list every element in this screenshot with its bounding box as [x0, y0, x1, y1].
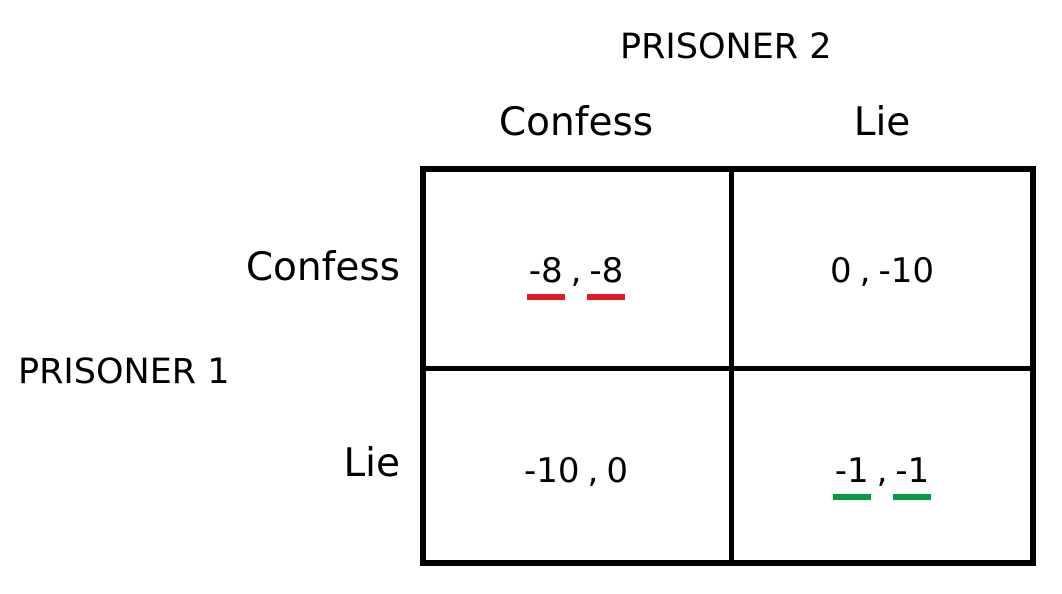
- payoff-separator: ,: [859, 251, 871, 291]
- payoff-p2-lie-lie: -1: [893, 451, 932, 500]
- payoff-p1-confess-confess: -8: [526, 251, 565, 300]
- prisoner-1-title: PRISONER 1: [18, 352, 230, 392]
- prisoner-2-title: PRISONER 2: [620, 27, 832, 67]
- row-header-confess: Confess: [245, 245, 400, 290]
- cell-lie-lie: -1, -1: [732, 451, 1032, 500]
- payoff-p2-confess-confess: -8: [587, 251, 626, 300]
- payoff-separator: ,: [876, 451, 888, 491]
- cell-confess-lie: 0, -10: [732, 254, 1032, 288]
- column-header-confess: Confess: [498, 100, 654, 145]
- row-header-lie: Lie: [343, 441, 400, 486]
- cell-confess-confess: -8, -8: [426, 251, 726, 300]
- payoff-separator: ,: [587, 451, 599, 491]
- payoff-p1-confess-lie: 0: [830, 251, 852, 291]
- payoff-p2-confess-lie: -10: [878, 251, 934, 291]
- payoff-matrix: -8, -8 0, -10 -10, 0 -1, -1: [420, 166, 1036, 566]
- column-header-lie: Lie: [853, 100, 911, 145]
- payoff-p1-lie-confess: -10: [524, 451, 580, 491]
- matrix-horizontal-divider: [426, 366, 1030, 371]
- payoff-p1-lie-lie: -1: [832, 451, 871, 500]
- payoff-separator: ,: [570, 251, 582, 291]
- payoff-p2-lie-confess: 0: [606, 451, 628, 491]
- cell-lie-confess: -10, 0: [426, 454, 726, 488]
